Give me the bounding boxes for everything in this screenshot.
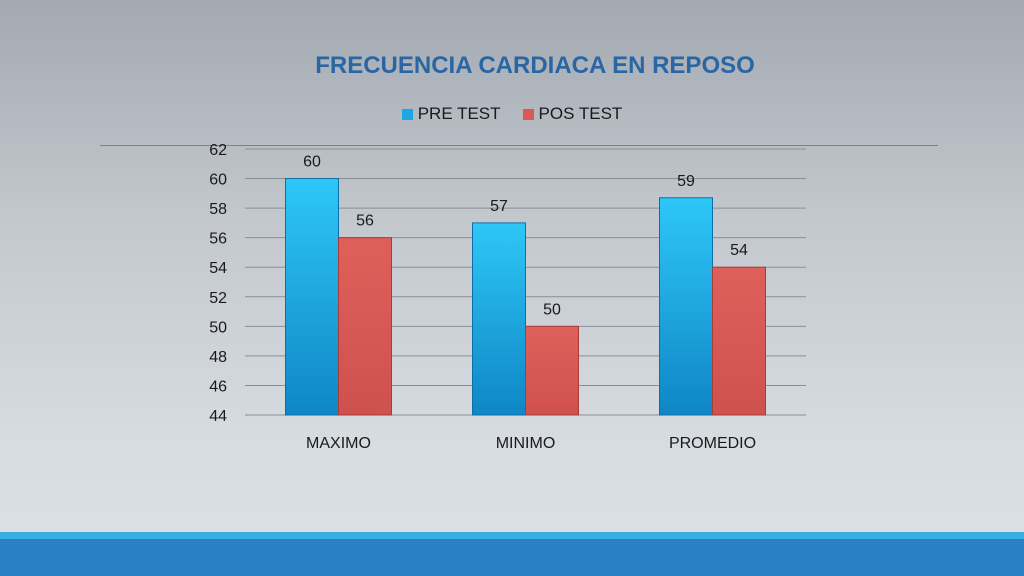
legend-item-pre-test: PRE TEST [401, 104, 501, 124]
legend-label-pre-test: PRE TEST [417, 104, 501, 123]
data-label: 56 [356, 213, 374, 230]
bar [712, 266, 766, 416]
data-label: 54 [730, 242, 748, 259]
chart-title: FRECUENCIA CARDIACA EN REPOSO [315, 52, 755, 79]
footer-accent-stripe [0, 532, 1024, 539]
legend-label-pos-test: POS TEST [538, 104, 623, 123]
footer-bar [0, 539, 1024, 576]
data-label: 60 [303, 154, 321, 171]
x-tick-label: MAXIMO [306, 435, 371, 452]
y-tick-label: 50 [209, 319, 227, 336]
legend-swatch-pos-test [522, 108, 534, 120]
x-tick-label: PROMEDIO [669, 435, 756, 452]
bar [338, 237, 392, 416]
legend-swatch-pre-test [401, 108, 413, 120]
data-label: 59 [677, 173, 695, 190]
y-tick-label: 60 [209, 172, 227, 189]
y-tick-label: 44 [209, 408, 227, 425]
bar [525, 325, 579, 416]
y-tick-label: 56 [209, 231, 227, 248]
legend: PRE TEST POS TEST [0, 104, 1024, 124]
x-tick-label: MINIMO [496, 435, 556, 452]
y-tick-label: 54 [209, 260, 227, 277]
y-tick-label: 58 [209, 201, 227, 218]
data-label: 57 [490, 198, 508, 215]
legend-item-pos-test: POS TEST [522, 104, 623, 124]
bar [285, 178, 339, 416]
bar [472, 222, 526, 416]
chart-frame-line [100, 145, 938, 146]
y-tick-label: 52 [209, 290, 227, 307]
data-label: 50 [543, 301, 561, 318]
y-tick-label: 48 [209, 349, 227, 366]
y-tick-label: 62 [209, 142, 227, 159]
y-tick-label: 46 [209, 378, 227, 395]
bar [659, 197, 713, 416]
